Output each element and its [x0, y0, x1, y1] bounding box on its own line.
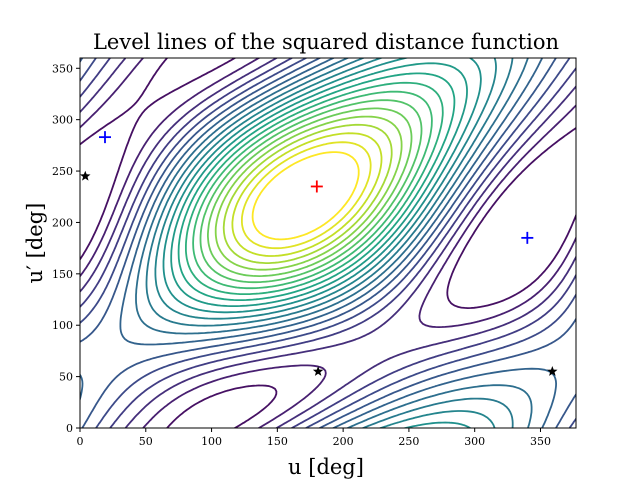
chart-title: Level lines of the squared distance func… — [93, 30, 559, 54]
x-tick-label: 300 — [464, 435, 485, 448]
x-axis: 0 50 100 150 200 250 300 350 — [77, 428, 551, 448]
y-axis-label: u′ [deg] — [23, 203, 47, 284]
blue-plus-marker — [98, 131, 111, 144]
x-tick-label: 0 — [77, 435, 84, 448]
star-marker — [547, 366, 558, 376]
contour-level — [80, 58, 576, 428]
blue-plus-marker — [521, 231, 534, 244]
markers — [80, 131, 558, 376]
y-tick-label: 250 — [52, 165, 73, 178]
contour-level — [80, 58, 576, 428]
star-marker — [80, 170, 91, 181]
y-tick-label: 300 — [52, 114, 73, 127]
contour-level — [222, 123, 393, 264]
contour-level — [80, 58, 576, 428]
contour-level — [80, 58, 576, 428]
x-tick-label: 350 — [530, 435, 551, 448]
contour-level — [241, 141, 372, 250]
y-axis: 0 50 100 150 200 250 300 350 — [52, 62, 80, 435]
x-tick-label: 150 — [267, 435, 288, 448]
contour-level — [135, 58, 533, 428]
contour-level — [80, 58, 557, 428]
y-tick-label: 350 — [52, 62, 73, 75]
contour-level — [207, 107, 413, 277]
contour-level — [185, 81, 444, 295]
x-tick-label: 200 — [333, 435, 354, 448]
y-tick-label: 50 — [59, 371, 73, 384]
x-tick-label: 250 — [398, 435, 419, 448]
contour-lines — [80, 58, 576, 428]
contour-level — [251, 151, 360, 241]
contour-level — [145, 58, 514, 428]
contour-level — [214, 115, 403, 271]
x-tick-label: 100 — [201, 435, 222, 448]
contour-level — [170, 62, 468, 307]
x-axis-label: u [deg] — [288, 455, 364, 479]
contour-level — [231, 132, 383, 257]
star-marker — [312, 366, 324, 376]
y-tick-label: 100 — [52, 319, 73, 332]
y-tick-label: 0 — [66, 422, 73, 435]
contour-level — [177, 72, 456, 301]
contour-level — [80, 58, 576, 428]
contour-level — [162, 58, 482, 428]
contour-level — [199, 99, 423, 284]
y-tick-label: 150 — [52, 268, 73, 281]
plot-frame — [79, 57, 577, 429]
contour-level — [154, 58, 497, 428]
contour-level — [192, 90, 433, 290]
contour-level — [80, 58, 576, 428]
x-tick-label: 50 — [139, 435, 153, 448]
maximum-marker — [310, 180, 323, 193]
y-tick-label: 200 — [52, 216, 73, 229]
